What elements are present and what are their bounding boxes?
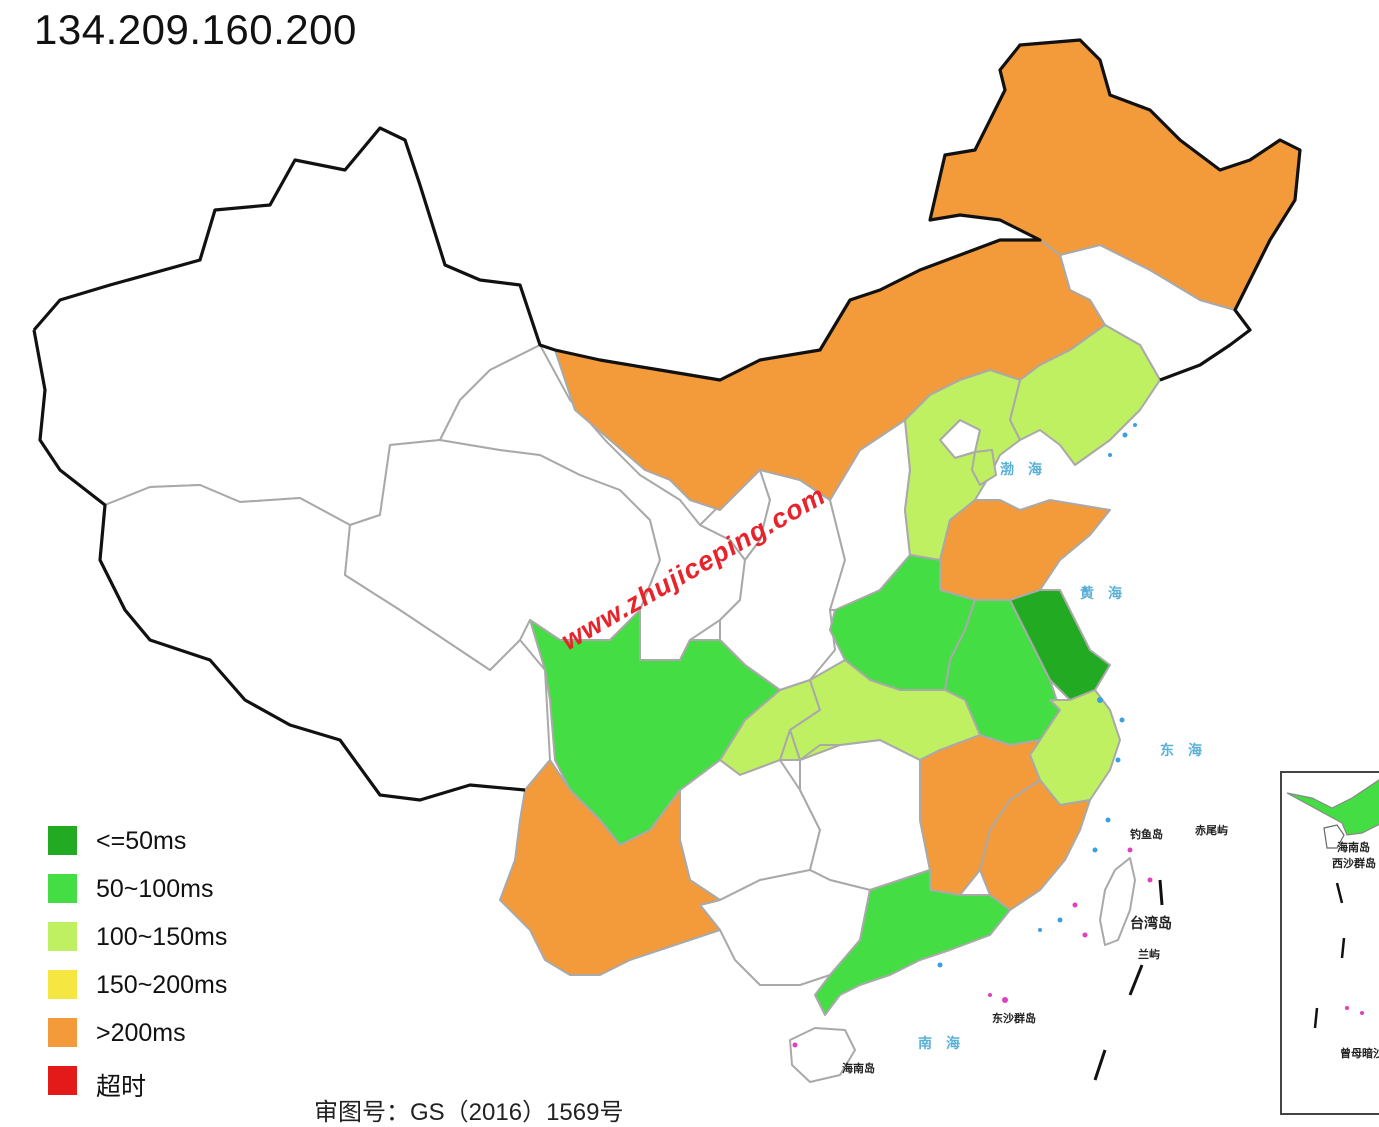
sea-boundary-dashes	[1093, 879, 1164, 1081]
region-tianjin	[971, 449, 997, 486]
inset-label-hainan: 海南岛	[1337, 840, 1370, 854]
legend-swatch	[48, 1018, 77, 1047]
inset-label-zengmu: 曾母暗沙	[1340, 1046, 1379, 1060]
region-sichuan	[529, 609, 781, 846]
legend-label: 100~150ms	[96, 923, 228, 951]
legend-label: 超时	[96, 1073, 147, 1101]
legend-label: 50~100ms	[96, 875, 214, 903]
label-huanghai: 黄海	[1080, 585, 1136, 602]
label-chiwei: 赤尾屿	[1195, 823, 1228, 837]
label-hainan: 海南岛	[842, 1061, 875, 1075]
label-dongsha: 东沙群岛	[992, 1011, 1036, 1025]
legend-swatch	[48, 1066, 77, 1095]
inset-map: 海南岛 西沙群岛 曾母暗沙	[1286, 779, 1379, 1060]
region-chongqing	[779, 729, 841, 761]
region-hainan	[789, 1027, 856, 1083]
label-donghai: 东海	[1160, 742, 1216, 759]
legend-swatch	[48, 874, 77, 903]
label-bohai: 渤海	[1000, 461, 1056, 478]
map-approval-number: 审图号：GS（2016）1569号	[314, 1099, 624, 1126]
legend-swatch	[48, 826, 77, 855]
china-latency-map: 渤海 黄海 东海 南海 钓鱼岛 赤尾屿 台湾岛 兰屿 东沙群岛 海南岛	[32, 38, 1302, 1083]
legend-label: >200ms	[96, 1019, 186, 1047]
region-guangdong	[814, 869, 1011, 1016]
label-diaoyu: 钓鱼岛	[1130, 827, 1163, 841]
coastal-islands	[792, 423, 1153, 1048]
label-nanhai: 南海	[918, 1035, 974, 1052]
region-liaoning	[1009, 324, 1161, 466]
national-border	[32, 38, 1302, 802]
region-hunan	[799, 739, 931, 891]
legend-swatch	[48, 970, 77, 999]
region-jiangsu	[974, 589, 1111, 701]
page-title: 134.209.160.200	[34, 6, 357, 53]
legend-label: <=50ms	[96, 827, 187, 855]
region-yunnan	[499, 759, 721, 976]
region-fujian	[979, 779, 1091, 911]
south-china-sea-inset: 海南岛 西沙群岛 曾母暗沙	[1280, 771, 1379, 1115]
region-taiwan	[1099, 857, 1136, 946]
legend-label: 150~200ms	[96, 971, 228, 999]
label-lanyu: 兰屿	[1138, 947, 1160, 961]
legend-swatch	[48, 922, 77, 951]
region-shandong	[939, 499, 1111, 601]
label-taiwan: 台湾岛	[1130, 915, 1172, 932]
inset-label-xisha: 西沙群岛	[1332, 856, 1376, 870]
